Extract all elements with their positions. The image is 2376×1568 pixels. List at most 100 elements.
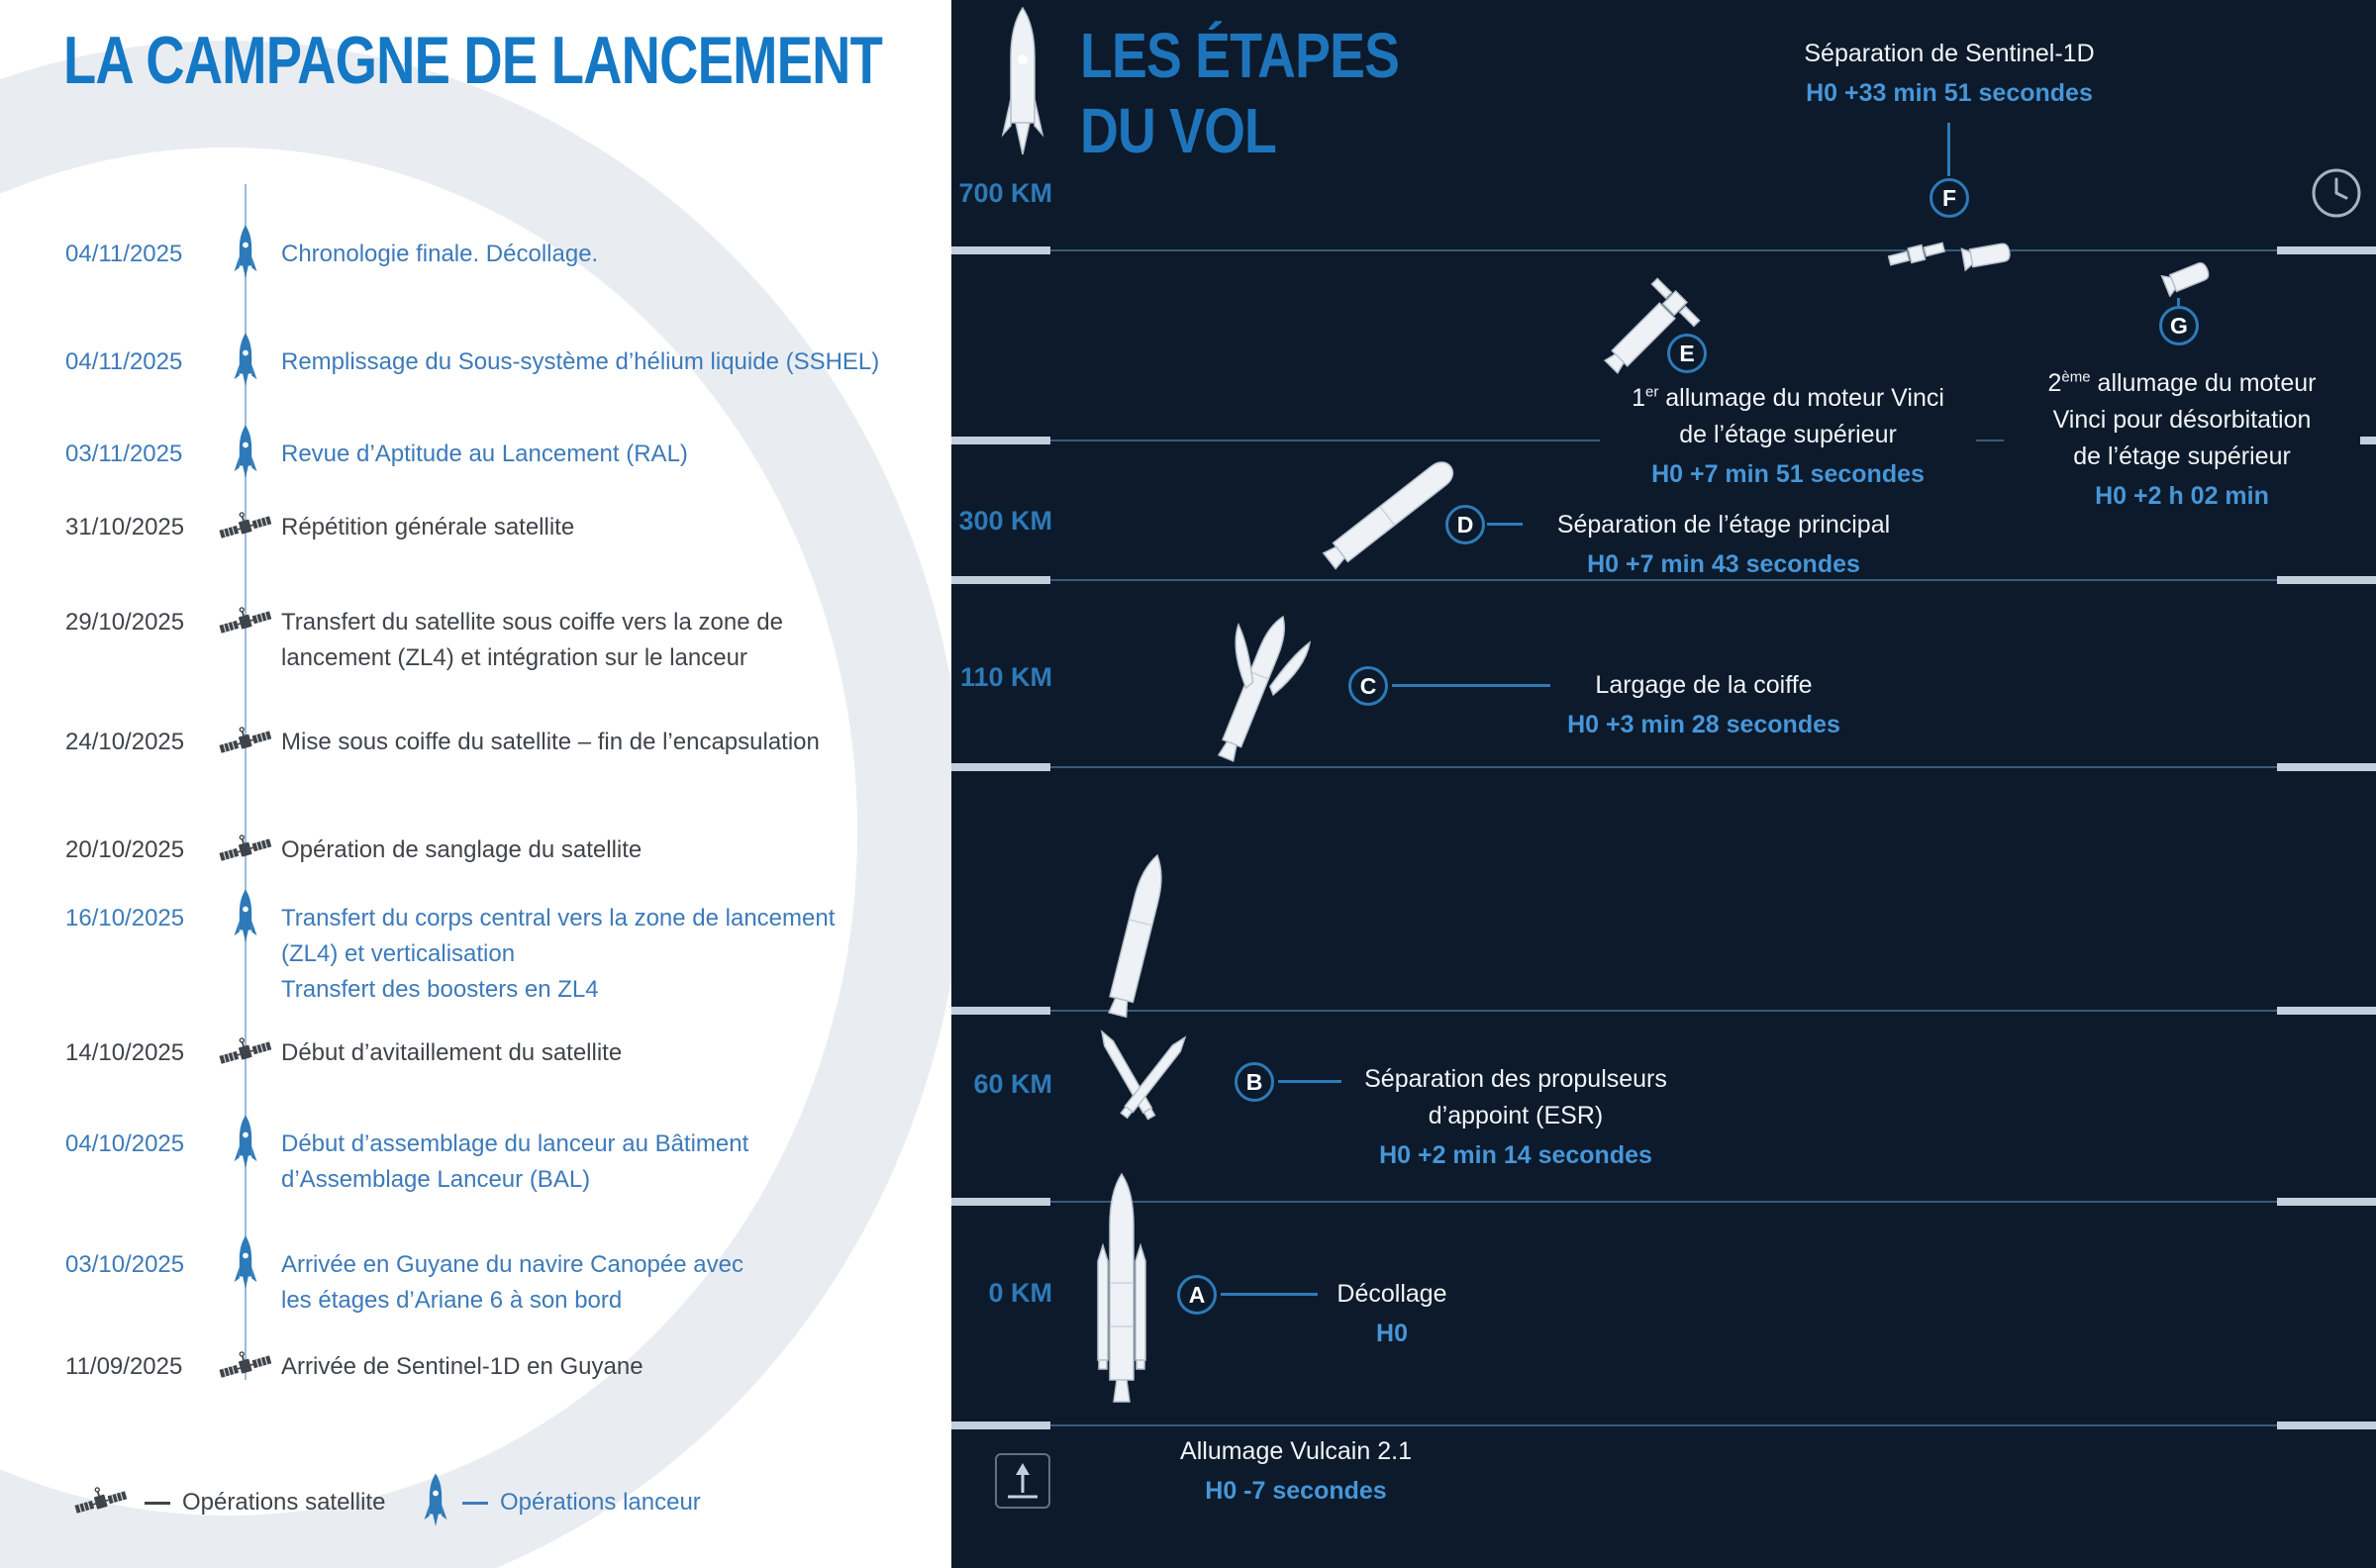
timeline-event-text: Arrivée de Sentinel-1D en Guyane [281,1353,644,1380]
timeline-row: 04/11/2025 Remplissage du Sous-système d… [65,333,879,386]
main-stage-separation-graphic [1322,461,1454,570]
satellite-icon [216,510,275,545]
event-label: de l’étage supérieur [2073,442,2291,470]
event-f-badge: F [1930,178,1969,218]
timeline-event-text: Revue d’Aptitude au Lancement (RAL) [281,441,688,467]
booster-separation-graphic [1100,853,1187,1121]
timeline-date: 31/10/2025 [65,514,185,540]
event-e-badge: E [1667,334,1707,373]
satellite-icon [216,1035,275,1071]
event-c-badge: C [1348,666,1388,706]
rocket-icon [216,1115,275,1168]
event-b-connector [1278,1080,1341,1083]
timeline-date: 20/10/2025 [65,836,185,863]
legend-label: Opérations satellite [182,1489,386,1516]
timeline-row: 20/10/2025 Opération de sanglage du sate… [65,833,642,868]
satellite-icon [216,725,275,760]
event-label: Vinci pour désorbitation [2052,406,2312,434]
rocket-icon [216,225,275,278]
event-g-badge: G [2159,306,2199,345]
ignition-text: Allumage Vulcain 2.1 H0 -7 secondes [1147,1433,1444,1510]
rocket-icon [216,1235,275,1289]
altitude-line-0km [951,1421,2376,1429]
timeline-date: 11/09/2025 [65,1353,183,1380]
event-label: Séparation des propulseurs [1364,1065,1667,1093]
timeline-row: 04/10/2025 Début d’assemblage du lanceur… [65,1115,749,1198]
timeline-event-text: Début d’avitaillement du satellite [281,1039,623,1066]
event-a-text: Décollage H0 [1323,1276,1461,1352]
timeline-date: 04/10/2025 [65,1130,185,1157]
timeline-date: 29/10/2025 [65,609,185,636]
legend-launcher-item: Opérations lanceur [421,1473,701,1530]
altitude-line [951,1007,2376,1015]
upper-stage-graphic [1603,277,1701,375]
clock-icon [2312,168,2361,218]
campaign-panel: LA CAMPAGNE DE LANCEMENT 04/11/2025 Chro… [0,0,951,1568]
satellite-icon [216,833,275,868]
fairing-jettison-graphic [1217,615,1312,762]
title-rocket-icon [1001,6,1044,155]
ignition-label: Allumage Vulcain 2.1 [1180,1437,1412,1465]
deorbit-stage-graphic [2160,261,2210,297]
timeline-row: 29/10/2025 Transfert du satellite sous c… [65,605,783,676]
satellite-icon [216,605,275,640]
altitude-label-700km: 700 KM [958,178,1052,208]
timeline-event-text: Mise sous coiffe du satellite – fin de l… [281,729,820,755]
event-d-badge: D [1445,505,1485,544]
altitude-line-60km [951,1198,2376,1206]
altitude-label-0km: 0 KM [988,1278,1052,1308]
event-b-badge: B [1235,1062,1274,1102]
legend-dash [145,1501,170,1505]
timeline-event-text: Répétition générale satellite [281,514,575,540]
timeline-event-text: Début d’assemblage du lanceur au Bâtimen… [281,1130,749,1193]
event-label: 1er allumage du moteur Vinci [1632,383,1944,412]
event-time: H0 +7 min 51 secondes [1651,460,1925,488]
timeline-date: 04/11/2025 [65,348,183,375]
altitude-line-300km [951,576,2376,584]
legend-dash [462,1501,488,1505]
timeline-event-text: Chronologie finale. Décollage. [281,241,599,267]
campaign-title: LA CAMPAGNE DE LANCEMENT [63,23,883,98]
altitude-label-110km: 110 KM [959,662,1052,692]
event-a-badge: A [1177,1275,1217,1315]
event-time: H0 +2 h 02 min [2095,482,2269,510]
flight-steps-panel: 700 KM 300 KM 110 KM 60 KM 0 KM LES ÉTAP… [951,0,2376,1568]
liftoff-arrow-icon [995,1453,1050,1509]
legend-satellite-item: Opérations satellite [69,1481,385,1524]
event-c-text: Largage de la coiffe H0 +3 min 28 second… [1555,667,1852,743]
timeline-axis [245,184,247,1380]
altitude-line-700km [951,246,2376,254]
altitude-line-110km [951,763,2376,771]
timeline-row: 14/10/2025 Début d’avitaillement du sate… [65,1035,622,1071]
timeline-date: 16/10/2025 [65,905,185,931]
timeline-row: 03/11/2025 Revue d’Aptitude au Lancement… [65,425,688,478]
timeline-date: 24/10/2025 [65,729,185,755]
background-swoosh-graphic [0,41,951,1568]
flight-title-line2: DU VOL [1080,95,1277,166]
event-label: Décollage [1336,1280,1447,1308]
event-e-text: 1er allumage du moteur Vinci de l’étage … [1600,380,1976,493]
timeline-date: 03/10/2025 [65,1251,185,1278]
event-label: Séparation de Sentinel-1D [1804,40,2095,67]
sentinel-satellite-graphic [1887,242,1946,266]
timeline-date: 03/11/2025 [65,441,183,467]
event-b-text: Séparation des propulseurs d’appoint (ES… [1342,1061,1689,1174]
event-label: d’appoint (ESR) [1428,1102,1604,1129]
timeline-event-text: Arrivée en Guyane du navire Canopée avec… [281,1251,743,1314]
event-time: H0 +2 min 14 secondes [1379,1141,1652,1169]
event-label: 2ème allumage du moteur [2047,368,2317,397]
event-g-connector [2177,298,2180,306]
flight-title-line1: LES ÉTAPES [1080,20,1400,91]
rocket-icon [216,889,275,942]
timeline-event-text: Transfert du satellite sous coiffe vers … [281,609,783,671]
event-label: de l’étage supérieur [1679,421,1897,448]
event-f-text: Séparation de Sentinel-1D H0 +33 min 51 … [1776,36,2123,112]
event-f-connector [1947,123,1950,176]
timeline-row: 24/10/2025 Mise sous coiffe du satellite… [65,725,820,760]
event-g-text: 2ème allumage du moteur Vinci pour désor… [2004,365,2360,515]
satellite-icon [69,1481,133,1524]
timeline-row: 03/10/2025 Arrivée en Guyane du navire C… [65,1235,743,1319]
altitude-label-300km: 300 KM [958,506,1052,536]
event-c-connector [1392,684,1550,687]
event-time: H0 +33 min 51 secondes [1806,79,2093,107]
